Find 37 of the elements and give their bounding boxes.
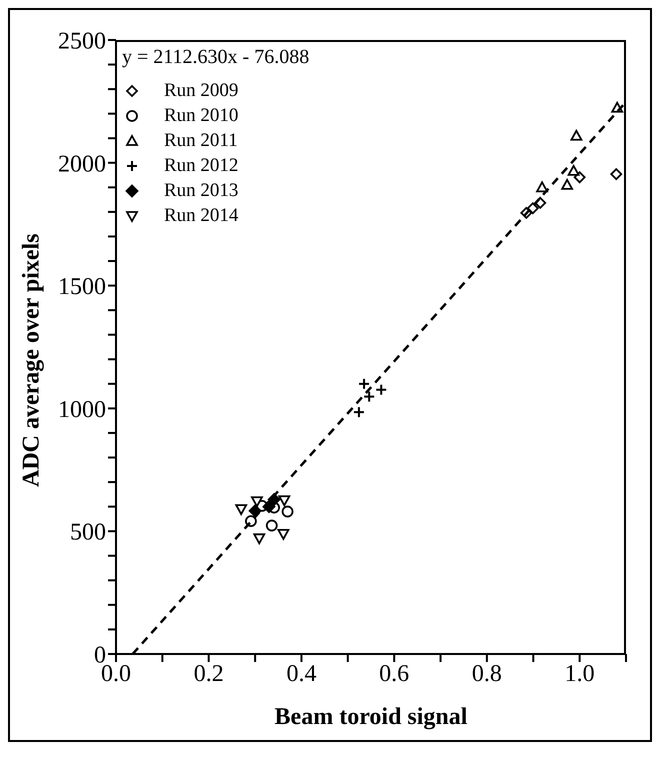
point [266, 520, 278, 532]
y-axis-title: ADC average over pixels [18, 234, 45, 487]
point [526, 202, 539, 214]
point [536, 181, 548, 192]
point [235, 504, 248, 515]
point [561, 179, 574, 190]
point [568, 165, 580, 176]
x-tick-label: 0.4 [286, 661, 316, 688]
x-tick-label: 0.6 [379, 661, 410, 688]
x-tick-label: 0.2 [194, 661, 224, 688]
point [277, 529, 290, 540]
x-tick-label: 0.8 [472, 661, 502, 688]
legend-label: Run 2009 [164, 80, 238, 102]
annotation: y = 2112.630x - 76.088 [122, 46, 310, 69]
point [375, 384, 388, 396]
point [352, 406, 365, 418]
legend-label: Run 2011 [164, 130, 238, 152]
y-tick-label: 2500 [58, 28, 106, 55]
point [253, 533, 266, 544]
legend-label: Run 2012 [164, 154, 238, 176]
y-tick-label: 1500 [58, 274, 106, 300]
x-tick-label: 1.0 [564, 661, 595, 688]
point [358, 378, 370, 390]
x-tick-label: 0.0 [101, 661, 131, 688]
point [282, 506, 294, 518]
x-axis-title: Beam toroid signal [274, 704, 468, 730]
y-tick-label: 1000 [58, 396, 106, 423]
point [610, 168, 622, 180]
legend-label: Run 2014 [164, 204, 238, 226]
y-tick-label: 2000 [58, 151, 106, 178]
y-tick-label: 500 [70, 520, 106, 546]
point [363, 390, 376, 403]
legend-label: Run 2010 [164, 104, 238, 126]
point [278, 495, 290, 506]
point [570, 130, 582, 141]
legend-label: Run 2013 [164, 180, 238, 202]
point [251, 496, 263, 508]
